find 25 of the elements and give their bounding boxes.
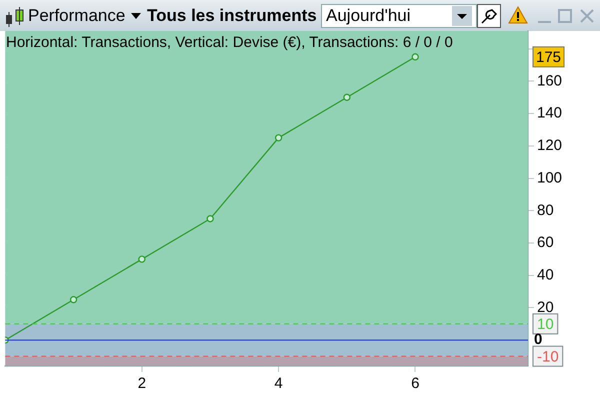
y-tick-label: 100 xyxy=(537,169,562,186)
y-tick-label: 60 xyxy=(537,234,554,252)
y-tick-label: 140 xyxy=(537,104,562,122)
x-tick-label: 6 xyxy=(411,375,420,392)
point xyxy=(70,296,78,304)
point xyxy=(412,53,419,60)
ref-line-label: 0 xyxy=(534,331,542,348)
text: Performance xyxy=(28,5,126,27)
chart-title: Horizontal: Transactions, Vertical: Devise (€), Transactions: 6 / 0 / 0 xyxy=(6,34,453,51)
ref-line-label: 10 xyxy=(537,316,554,334)
x-tick-label: 4 xyxy=(274,375,283,392)
y-tick-label: 80 xyxy=(537,202,554,219)
point xyxy=(206,215,214,222)
y-tick-label: 40 xyxy=(537,266,554,284)
y-tick-label: 160 xyxy=(537,72,562,90)
point xyxy=(138,256,146,263)
text: Tous les instruments xyxy=(147,5,317,27)
point xyxy=(343,94,350,101)
text: Aujourd'hui xyxy=(321,4,477,28)
y-tick-label: 120 xyxy=(537,137,562,154)
y-tick-label: 20 xyxy=(537,298,554,316)
point xyxy=(274,134,282,142)
ref-line-label: -10 xyxy=(537,348,559,366)
x-tick-label: 2 xyxy=(138,375,146,392)
text: 175 xyxy=(536,49,562,66)
